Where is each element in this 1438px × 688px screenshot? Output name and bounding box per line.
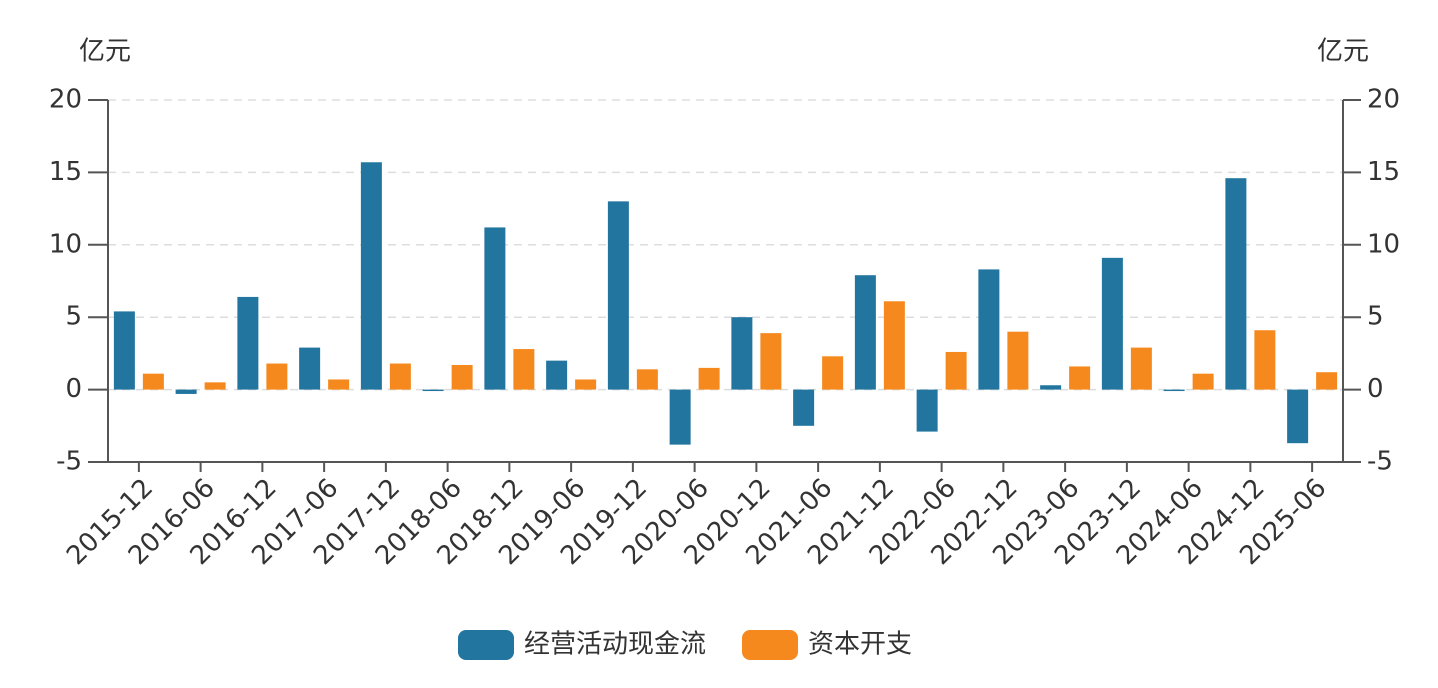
bar <box>546 360 568 390</box>
y2-tick-label: 15 <box>1367 157 1400 187</box>
bar <box>1192 373 1214 390</box>
bar <box>1225 178 1247 390</box>
bar <box>669 389 691 445</box>
bar <box>1163 389 1185 392</box>
bar <box>883 301 905 390</box>
bar <box>1254 330 1276 390</box>
legend-swatch <box>742 630 799 660</box>
bar <box>1316 372 1338 390</box>
bar <box>916 389 938 432</box>
y-tick-label: 20 <box>49 85 82 115</box>
bar <box>113 311 135 390</box>
bar <box>299 347 321 390</box>
bar <box>389 363 411 390</box>
bar <box>142 373 164 390</box>
y-tick-label: 0 <box>65 374 82 404</box>
bar <box>793 389 815 426</box>
bar <box>237 296 259 390</box>
bar <box>1007 331 1029 390</box>
bar <box>513 349 535 390</box>
bar <box>698 367 720 390</box>
y-tick-label: 5 <box>65 302 82 332</box>
bar <box>945 351 967 390</box>
legend-label: 经营活动现金流 <box>524 630 706 660</box>
bar <box>1287 389 1309 444</box>
bar <box>1130 347 1152 390</box>
bar <box>636 369 658 390</box>
y2-tick-label: 5 <box>1367 302 1384 332</box>
bar <box>1101 257 1123 390</box>
y2-tick-label: -5 <box>1367 447 1393 477</box>
y2-tick-label: 20 <box>1367 85 1400 115</box>
bar <box>484 227 506 390</box>
bar <box>1069 366 1091 390</box>
y2-tick-label: 10 <box>1367 229 1400 259</box>
bar <box>731 317 753 390</box>
legend-swatch <box>458 630 514 660</box>
y-axis-label: 亿元 <box>79 37 131 67</box>
bar <box>422 389 444 392</box>
legend-label: 资本开支 <box>808 630 912 660</box>
bar <box>328 379 350 390</box>
bar <box>607 201 629 390</box>
bar <box>1040 385 1062 390</box>
y-tick-label: 10 <box>49 229 82 259</box>
bar <box>978 269 1000 390</box>
bar <box>760 333 782 390</box>
bar <box>175 389 197 394</box>
y2-tick-label: 0 <box>1367 374 1384 404</box>
bar <box>360 162 382 390</box>
y-tick-label: -5 <box>56 447 82 477</box>
bar <box>822 356 844 390</box>
bar <box>451 364 473 390</box>
bar <box>204 382 226 390</box>
bar <box>266 363 288 390</box>
y2-axis-label: 亿元 <box>1317 37 1369 67</box>
bar <box>854 275 876 390</box>
bar <box>575 379 597 390</box>
y-tick-label: 15 <box>49 157 82 187</box>
